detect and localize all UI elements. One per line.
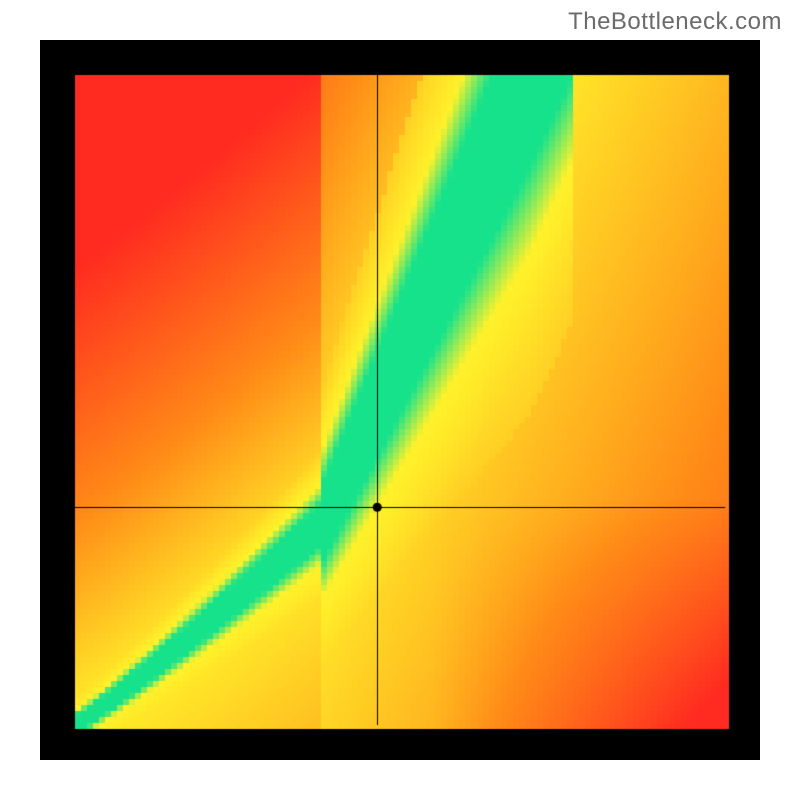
plot-frame <box>40 40 760 760</box>
chart-container: TheBottleneck.com <box>0 0 800 800</box>
heatmap-canvas <box>40 40 760 760</box>
watermark-text: TheBottleneck.com <box>568 8 782 36</box>
